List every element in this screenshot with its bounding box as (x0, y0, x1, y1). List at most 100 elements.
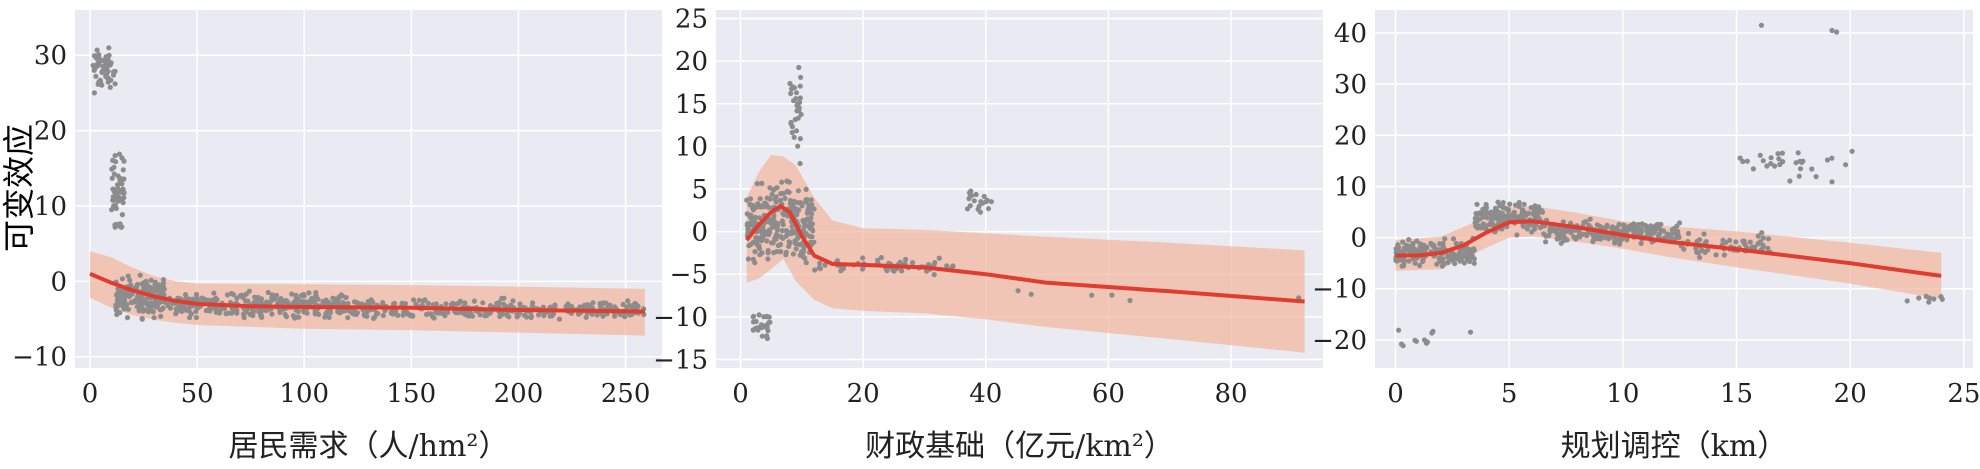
scatter-point (752, 249, 758, 255)
scatter-point (1015, 288, 1021, 294)
scatter-point (1793, 160, 1799, 166)
scatter-point (1797, 166, 1804, 172)
scatter-point (421, 298, 427, 304)
scatter-point (625, 298, 631, 304)
scatter-point (765, 328, 771, 334)
scatter-point (1421, 337, 1428, 343)
scatter-point (1476, 210, 1482, 216)
scatter-point (746, 243, 752, 249)
scatter-point (745, 226, 751, 232)
scatter-point (1543, 239, 1549, 245)
scatter-point (1756, 240, 1762, 246)
scatter-point (764, 333, 770, 339)
scatter-point (243, 309, 249, 315)
scatter-point (1429, 330, 1435, 336)
scatter-point (635, 303, 641, 309)
scatter-point (1768, 161, 1774, 167)
scatter-point (978, 199, 984, 205)
scatter-point (411, 297, 417, 303)
scatter-point (594, 312, 600, 318)
scatter-point (1471, 260, 1477, 266)
scatter-point (336, 310, 342, 316)
scatter-point (1534, 206, 1540, 212)
scatter-point (110, 157, 116, 163)
scatter-point (1776, 156, 1782, 162)
scatter-point (1412, 247, 1419, 253)
scatter-point (1474, 215, 1480, 221)
scatter-point (410, 313, 416, 319)
x-tick-label: 40 (969, 379, 1002, 409)
scatter-point (899, 268, 905, 274)
scatter-point (1459, 254, 1465, 260)
scatter-point (1775, 151, 1781, 157)
scatter-point (806, 205, 812, 211)
scatter-point (793, 128, 800, 134)
scatter-point (792, 230, 798, 236)
scatter-point (798, 111, 804, 118)
scatter-point (122, 298, 128, 304)
scatter-point (1422, 244, 1428, 250)
scatter-point (810, 228, 816, 234)
y-tick-label: −15 (653, 345, 708, 375)
scatter-point (789, 223, 795, 229)
scatter-point (332, 296, 338, 302)
scatter-point (116, 289, 122, 295)
scatter-point (803, 217, 809, 223)
scatter-point (301, 309, 307, 315)
scatter-point (213, 309, 219, 315)
scatter-point (796, 207, 802, 213)
scatter-point (1521, 201, 1527, 207)
y-tick-label: 20 (1334, 121, 1367, 151)
plot-area (1375, 10, 1973, 368)
scatter-point (809, 211, 815, 217)
scatter-point (1654, 221, 1661, 227)
scatter-point (105, 57, 111, 64)
scatter-point (924, 268, 930, 274)
scatter-point (106, 52, 112, 59)
scatter-point (391, 301, 397, 307)
scatter-point (273, 292, 280, 298)
scatter-point (1417, 262, 1423, 269)
x-tick-label: 20 (1834, 379, 1867, 409)
scatter-point (752, 260, 758, 266)
scatter-point (973, 191, 979, 198)
scatter-point (1772, 163, 1778, 169)
scatter-point (1787, 178, 1793, 184)
scatter-point (462, 300, 468, 306)
scatter-point (988, 199, 995, 205)
scatter-point (878, 254, 885, 261)
x-tick-label: 60 (1092, 379, 1125, 409)
scatter-point (1760, 158, 1766, 164)
scatter-point (151, 315, 157, 321)
scatter-point (803, 199, 809, 205)
scatter-point (148, 277, 154, 283)
scatter-point (1777, 161, 1783, 168)
scatter-point (783, 228, 790, 234)
scatter-point (119, 155, 125, 161)
scatter-point (135, 281, 141, 287)
scatter-point (1795, 150, 1801, 156)
scatter-point (115, 173, 121, 179)
x-tick-label: 0 (1387, 379, 1404, 409)
scatter-point (1560, 219, 1566, 225)
scatter-point (1501, 204, 1507, 210)
scatter-point (536, 312, 542, 318)
scatter-point (789, 200, 795, 206)
scatter-point (1697, 254, 1703, 260)
y-tick-label: −10 (12, 343, 67, 373)
scatter-point (121, 176, 127, 182)
x-tick-label: 20 (847, 379, 880, 409)
scatter-point (1765, 245, 1771, 251)
scatter-point (90, 62, 96, 69)
scatter-point (1406, 258, 1412, 264)
scatter-point (541, 313, 547, 319)
scatter-point (944, 263, 950, 269)
scatter-point (119, 212, 125, 218)
scatter-point (790, 251, 797, 257)
scatter-point (281, 299, 287, 305)
scatter-point (797, 136, 804, 142)
scatter-point (589, 311, 595, 317)
scatter-point (1760, 244, 1766, 250)
scatter-point (258, 296, 265, 302)
x-tick-label: 100 (279, 379, 329, 409)
